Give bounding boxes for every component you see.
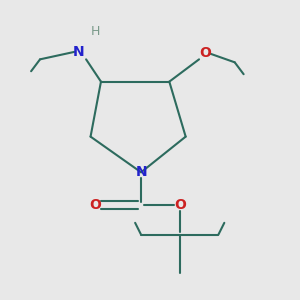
Text: O: O — [199, 46, 211, 60]
Text: N: N — [135, 165, 147, 179]
Text: O: O — [174, 198, 186, 212]
Text: N: N — [73, 45, 85, 59]
Text: O: O — [89, 198, 101, 212]
Text: H: H — [90, 25, 100, 38]
